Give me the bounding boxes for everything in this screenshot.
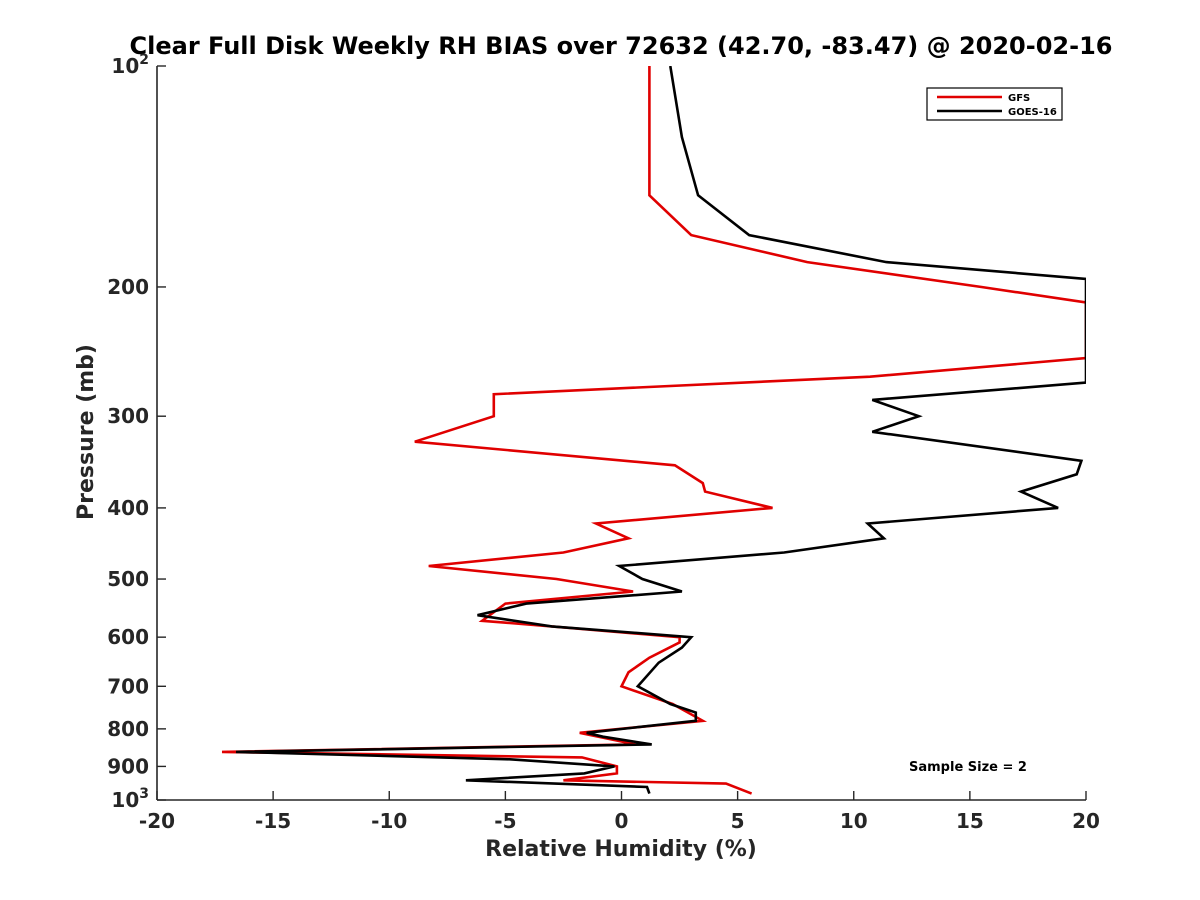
x-tick-label: -5 — [494, 809, 516, 833]
x-axis: -20 -15 -10 -5 0 5 10 15 20 — [139, 791, 1100, 833]
y-tick-label: 103 — [111, 786, 149, 812]
legend-box — [926, 87, 1063, 121]
y-tick-label: 600 — [107, 625, 149, 649]
x-tick-label: 20 — [1072, 809, 1100, 833]
x-tick-label: 0 — [615, 809, 629, 833]
y-tick-label: 700 — [107, 674, 149, 698]
legend-label-gfs: GFS — [1008, 93, 1030, 104]
y-tick-label: 400 — [107, 496, 149, 520]
x-tick-label: 10 — [840, 809, 868, 833]
legend: GFS GOES-16 — [926, 87, 1063, 121]
x-tick-label: -20 — [139, 809, 175, 833]
y-tick-label: 500 — [107, 567, 149, 591]
series-group — [221, 66, 1086, 795]
x-axis-label: Relative Humidity (%) — [485, 837, 757, 862]
x-tick-label: 15 — [956, 809, 984, 833]
y-tick-label: 200 — [107, 275, 149, 299]
y-axis: 102 200 300 400 500 600 700 800 900 103 — [107, 52, 166, 812]
series-line-goes16 — [235, 66, 1086, 795]
y-tick-label: 900 — [107, 754, 149, 778]
y-tick-label: 800 — [107, 717, 149, 741]
sample-size-annotation: Sample Size = 2 — [909, 760, 1027, 775]
chart-title: Clear Full Disk Weekly RH BIAS over 7263… — [130, 32, 1113, 60]
x-tick-label: 5 — [731, 809, 745, 833]
y-tick-label: 102 — [111, 52, 149, 78]
y-tick-label: 300 — [107, 404, 149, 428]
x-tick-label: -10 — [371, 809, 407, 833]
x-tick-label: -15 — [255, 809, 291, 833]
y-axis-label: Pressure (mb) — [74, 344, 99, 520]
legend-label-goes16: GOES-16 — [1008, 107, 1057, 118]
